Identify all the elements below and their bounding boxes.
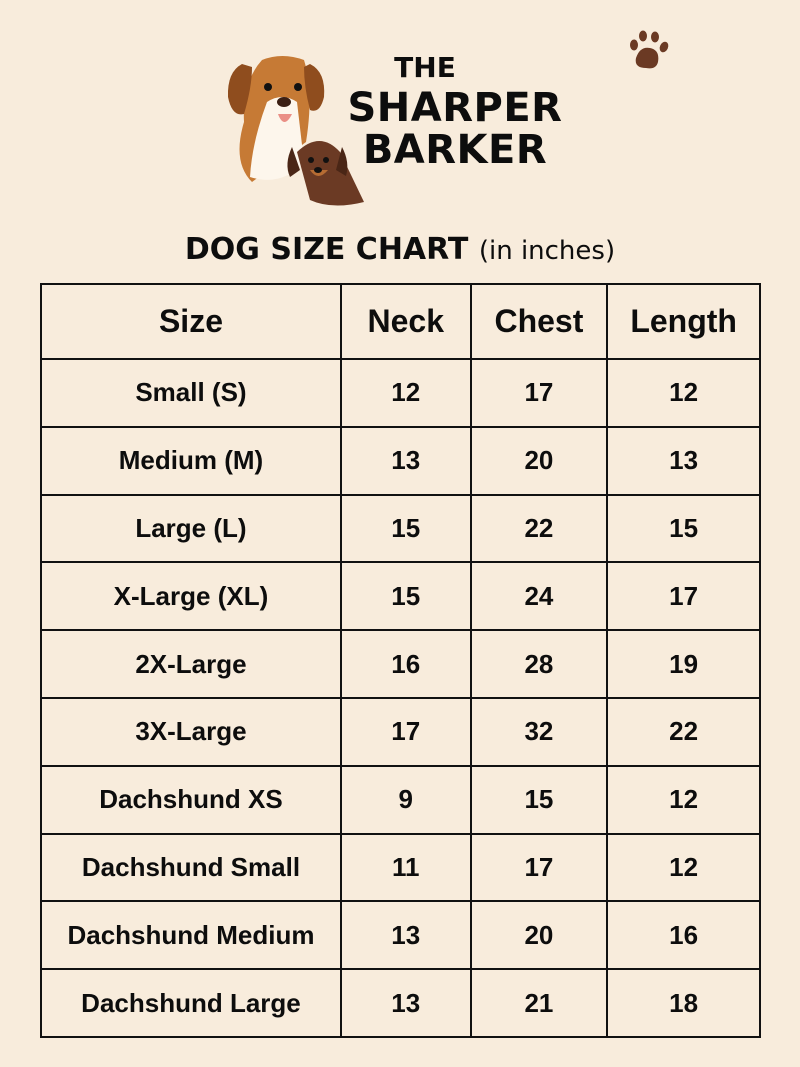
table-row: X-Large (XL) 15 24 17 [40, 561, 761, 632]
cell-chest: 24 [469, 561, 609, 632]
cell-chest: 17 [469, 358, 609, 428]
cell-neck: 16 [339, 629, 472, 699]
cell-chest: 20 [469, 425, 609, 496]
cell-length: 22 [606, 696, 761, 767]
brand-line-3: BARKER [362, 127, 548, 173]
cell-size: Medium (M) [40, 425, 342, 496]
cell-length: 12 [606, 832, 761, 903]
title-main: DOG SIZE CHART [184, 232, 469, 267]
cell-neck: 15 [339, 561, 472, 632]
cell-length: 18 [606, 968, 761, 1038]
table-row: Medium (M) 13 20 13 [40, 425, 761, 496]
brand-line-1: THE [394, 51, 456, 84]
header-neck: Neck [339, 283, 472, 360]
cell-size: Small (S) [40, 358, 342, 428]
table-row: 3X-Large 17 32 22 [40, 696, 761, 767]
brand-name: THE SHARPER BARKER [340, 54, 570, 173]
table-row: Small (S) 12 17 12 [40, 358, 761, 428]
brand-line-2: SHARPER [347, 85, 563, 131]
cell-size: Dachshund XS [40, 764, 342, 835]
header-size: Size [40, 283, 342, 360]
cell-size: 2X-Large [40, 629, 342, 699]
table-row: Dachshund XS 9 15 12 [40, 764, 761, 835]
cell-neck: 11 [339, 832, 472, 903]
cell-size: Dachshund Large [40, 968, 342, 1038]
cell-length: 12 [606, 764, 761, 835]
cell-neck: 17 [339, 696, 472, 767]
table-row: Dachshund Small 11 17 12 [40, 832, 761, 903]
cell-length: 15 [606, 493, 761, 564]
cell-chest: 28 [469, 629, 609, 699]
cell-chest: 15 [469, 764, 609, 835]
table-row: Large (L) 15 22 15 [40, 493, 761, 564]
cell-neck: 13 [339, 968, 472, 1038]
cell-chest: 32 [469, 696, 609, 767]
table-header-row: Size Neck Chest Length [40, 283, 761, 360]
cell-length: 16 [606, 900, 761, 971]
cell-chest: 20 [469, 900, 609, 971]
cell-chest: 21 [469, 968, 609, 1038]
size-chart-table: Size Neck Chest Length Small (S) 12 17 12 Me… [40, 283, 761, 1038]
cell-chest: 17 [469, 832, 609, 903]
page-title: DOG SIZE CHART (in inches) [0, 232, 800, 267]
cell-size: Dachshund Medium [40, 900, 342, 971]
table-row: Dachshund Large 13 21 18 [40, 968, 761, 1038]
header-chest: Chest [469, 283, 609, 360]
header-length: Length [606, 283, 761, 360]
table-row: 2X-Large 16 28 19 [40, 629, 761, 699]
cell-neck: 15 [339, 493, 472, 564]
cell-size: 3X-Large [40, 696, 342, 767]
cell-length: 12 [606, 358, 761, 428]
cell-size: Large (L) [40, 493, 342, 564]
dog-faces-logo [227, 56, 364, 206]
title-unit: (in inches) [478, 236, 616, 266]
cell-size: Dachshund Small [40, 832, 342, 903]
cell-neck: 9 [339, 764, 472, 835]
cell-neck: 13 [339, 900, 472, 971]
cell-length: 19 [606, 629, 761, 699]
paw-print-icon [630, 30, 669, 69]
cell-chest: 22 [469, 493, 609, 564]
cell-neck: 13 [339, 425, 472, 496]
cell-length: 17 [606, 561, 761, 632]
table-row: Dachshund Medium 13 20 16 [40, 900, 761, 971]
cell-size: X-Large (XL) [40, 561, 342, 632]
cell-neck: 12 [339, 358, 472, 428]
cell-length: 13 [606, 425, 761, 496]
